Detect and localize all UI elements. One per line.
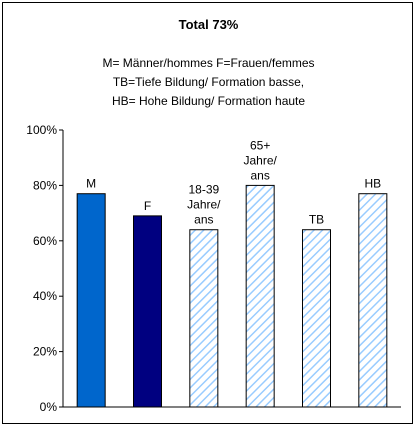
y-tick-label: 20% [33, 345, 57, 359]
category-label: Jahre/ [243, 153, 277, 167]
category-label: F [144, 199, 151, 213]
chart-title: Total 73% [178, 17, 239, 32]
category-label: HB [364, 177, 381, 191]
y-tick-label: 40% [33, 289, 57, 303]
legend-line-low-education: TB=Tiefe Bildung/ Formation basse, [112, 75, 305, 89]
axes: 0% 20% 40% 60% 80% 100% [26, 123, 401, 414]
bar [302, 229, 331, 408]
bar [245, 184, 275, 408]
category-label: ans [194, 213, 213, 227]
legend-line-gender: M= Männer/hommes F=Frauen/femmes [102, 56, 315, 70]
bar [133, 215, 162, 408]
category-label: M [86, 177, 96, 191]
bars [76, 184, 388, 408]
y-tick-label: 80% [33, 178, 57, 192]
category-label: Jahre/ [187, 198, 221, 212]
category-label: 65+ [250, 138, 270, 152]
category-label: TB [309, 213, 324, 227]
category-label: ans [250, 168, 269, 182]
y-tick-label: 100% [26, 123, 57, 137]
bar [358, 193, 388, 408]
bar [189, 229, 219, 408]
y-tick-label: 60% [33, 234, 57, 248]
bar [76, 193, 106, 408]
category-label: 18-39 [188, 183, 219, 197]
legend-line-high-education: HB= Hohe Bildung/ Formation haute [111, 94, 306, 108]
y-tick-label: 0% [40, 400, 58, 414]
